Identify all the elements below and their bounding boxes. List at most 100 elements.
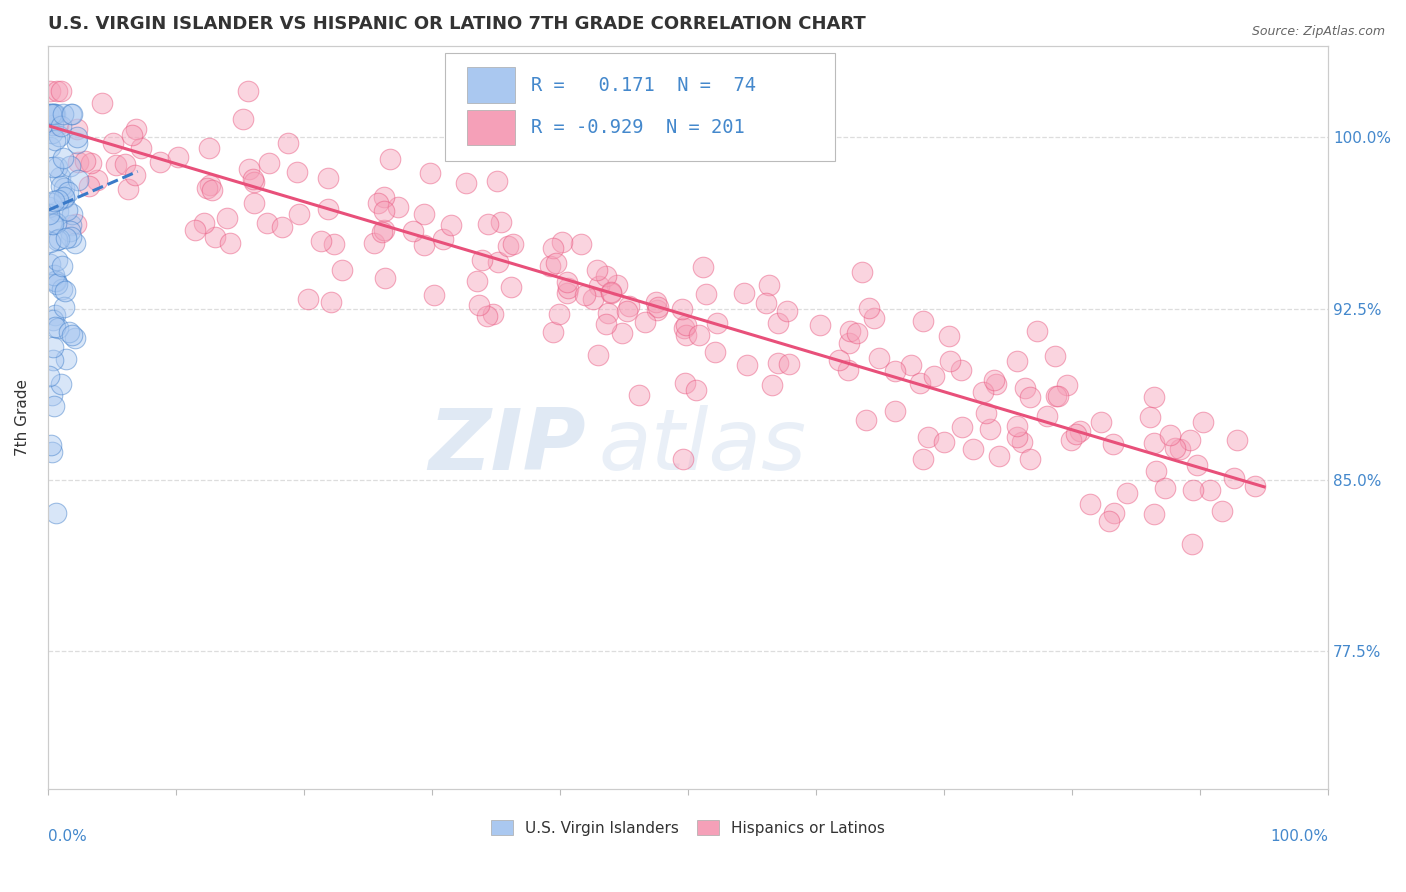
Text: atlas: atlas	[599, 405, 807, 488]
Point	[502, 236, 524, 251]
Point	[367, 195, 389, 210]
Point	[238, 162, 260, 177]
Point	[557, 281, 579, 295]
Point	[1090, 415, 1112, 429]
Point	[75, 153, 97, 168]
Point	[218, 236, 240, 251]
Point	[39, 195, 62, 210]
Point	[733, 286, 755, 301]
Point	[688, 328, 710, 343]
Point	[1164, 441, 1187, 455]
Point	[647, 300, 669, 314]
Point	[39, 107, 62, 121]
Point	[939, 353, 962, 368]
Point	[911, 452, 934, 467]
Point	[56, 202, 79, 217]
Point	[1143, 508, 1166, 522]
Point	[440, 218, 463, 232]
Text: U.S. VIRGIN ISLANDER VS HISPANIC OR LATINO 7TH GRADE CORRELATION CHART: U.S. VIRGIN ISLANDER VS HISPANIC OR LATI…	[48, 15, 866, 33]
Point	[91, 95, 114, 110]
Point	[370, 225, 392, 239]
Point	[373, 204, 395, 219]
Point	[77, 179, 100, 194]
Point	[39, 140, 62, 154]
Point	[501, 280, 523, 294]
Point	[1226, 433, 1249, 447]
Point	[37, 107, 59, 121]
Point	[42, 107, 65, 121]
Point	[38, 235, 60, 249]
Point	[486, 174, 509, 188]
Point	[59, 107, 82, 121]
Point	[910, 376, 932, 391]
Point	[60, 107, 83, 121]
Point	[198, 178, 221, 193]
Point	[555, 285, 578, 300]
Point	[1045, 389, 1067, 403]
Point	[277, 136, 299, 150]
Point	[44, 107, 66, 121]
Point	[1211, 504, 1233, 518]
Point	[44, 274, 66, 288]
Point	[316, 170, 339, 185]
Point	[51, 282, 73, 296]
Point	[198, 141, 221, 155]
Point	[55, 352, 77, 367]
Point	[42, 217, 65, 231]
Point	[41, 353, 63, 368]
Point	[238, 84, 260, 98]
Point	[550, 235, 572, 249]
Point	[124, 121, 146, 136]
Point	[1060, 434, 1083, 448]
Text: Source: ZipAtlas.com: Source: ZipAtlas.com	[1251, 25, 1385, 38]
Point	[1064, 426, 1087, 441]
Point	[838, 336, 860, 351]
Point	[1035, 409, 1057, 423]
Point	[922, 368, 945, 383]
Point	[124, 168, 146, 182]
Point	[387, 200, 409, 214]
Point	[41, 217, 63, 231]
Bar	[467, 110, 515, 145]
Point	[582, 293, 605, 307]
Point	[422, 288, 444, 302]
Point	[546, 256, 568, 270]
Point	[776, 303, 799, 318]
Point	[49, 179, 72, 194]
Point	[197, 180, 219, 194]
Point	[49, 119, 72, 133]
Point	[201, 183, 224, 197]
Point	[972, 385, 994, 400]
Point	[53, 300, 76, 314]
Point	[868, 351, 890, 365]
Point	[42, 399, 65, 413]
Point	[488, 255, 510, 269]
Point	[45, 216, 67, 230]
Point	[627, 387, 650, 401]
Point	[489, 215, 512, 229]
Point	[934, 435, 956, 450]
Point	[496, 239, 519, 253]
Point	[117, 181, 139, 195]
Point	[53, 181, 76, 195]
Point	[48, 321, 70, 335]
Point	[1011, 434, 1033, 449]
Point	[39, 107, 62, 121]
Point	[285, 165, 308, 179]
Point	[917, 429, 939, 443]
Point	[1116, 486, 1139, 500]
Text: ZIP: ZIP	[427, 405, 586, 488]
Point	[65, 129, 87, 144]
Point	[645, 295, 668, 310]
Point	[48, 128, 70, 143]
Point	[671, 301, 693, 316]
Point	[675, 328, 697, 343]
Point	[574, 288, 596, 302]
Point	[1144, 464, 1167, 478]
Point	[1154, 482, 1177, 496]
Point	[1181, 537, 1204, 551]
Point	[827, 353, 849, 368]
Point	[1047, 389, 1070, 403]
Point	[46, 203, 69, 218]
Point	[67, 155, 90, 169]
